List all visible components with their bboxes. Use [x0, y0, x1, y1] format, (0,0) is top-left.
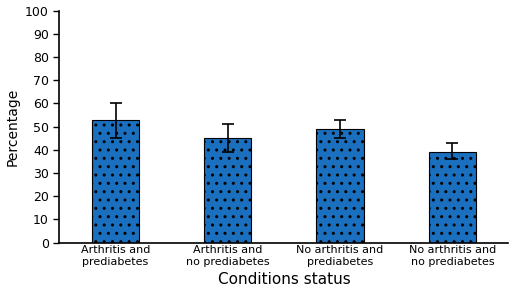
Y-axis label: Percentage: Percentage — [6, 87, 20, 166]
Bar — [204, 138, 251, 243]
X-axis label: Conditions status: Conditions status — [217, 272, 351, 287]
Bar — [317, 129, 363, 243]
Bar — [429, 152, 476, 243]
Bar — [92, 120, 139, 243]
